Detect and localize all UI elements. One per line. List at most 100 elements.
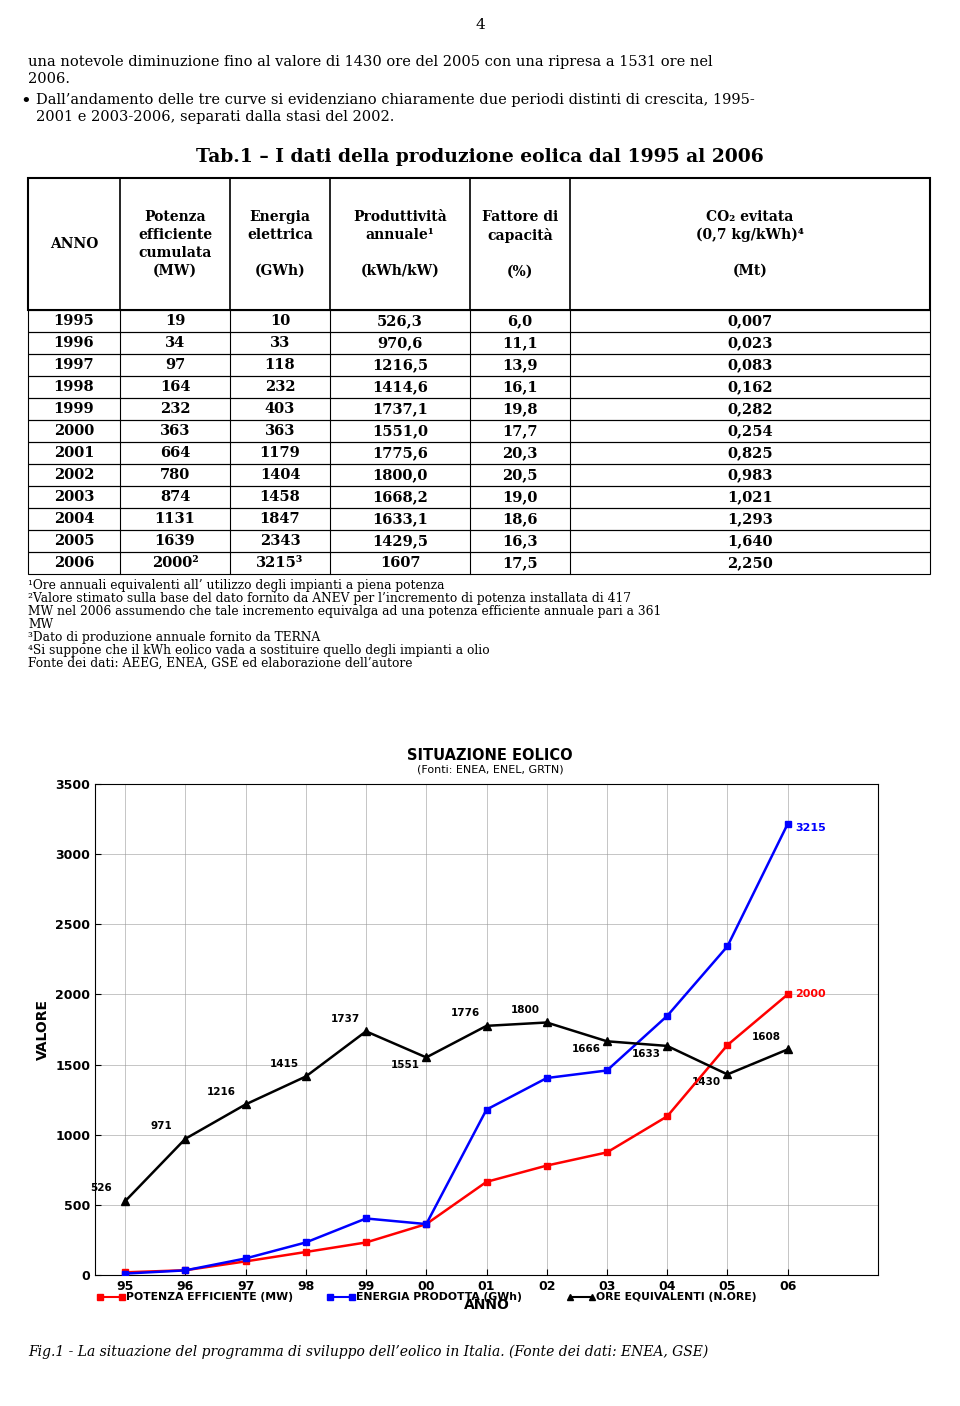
Text: 17,7: 17,7 <box>502 425 538 439</box>
Text: 0,083: 0,083 <box>728 359 773 373</box>
Text: 1800: 1800 <box>511 1005 540 1015</box>
Text: 1668,2: 1668,2 <box>372 491 428 503</box>
Text: 2000: 2000 <box>795 990 826 1000</box>
Text: 1995: 1995 <box>54 314 94 328</box>
Text: 363: 363 <box>159 425 190 439</box>
Text: 1996: 1996 <box>54 336 94 350</box>
Text: 971: 971 <box>151 1121 172 1130</box>
Text: 0,162: 0,162 <box>727 380 773 394</box>
Text: 2002: 2002 <box>54 468 94 482</box>
Text: 6,0: 6,0 <box>508 314 533 328</box>
Text: 874: 874 <box>159 491 190 503</box>
Text: 10: 10 <box>270 314 290 328</box>
Text: ³Dato di produzione annuale fornito da TERNA: ³Dato di produzione annuale fornito da T… <box>28 631 321 644</box>
Text: 0,825: 0,825 <box>727 446 773 460</box>
Text: 1,640: 1,640 <box>728 534 773 548</box>
Text: 33: 33 <box>270 336 290 350</box>
Text: 2006.: 2006. <box>28 72 70 86</box>
Text: 2001 e 2003-2006, separati dalla stasi del 2002.: 2001 e 2003-2006, separati dalla stasi d… <box>36 110 395 124</box>
Text: una notevole diminuzione fino al valore di 1430 ore del 2005 con una ripresa a 1: una notevole diminuzione fino al valore … <box>28 55 712 69</box>
Bar <box>28 332 930 354</box>
Text: 1607: 1607 <box>380 555 420 569</box>
Text: 34: 34 <box>165 336 185 350</box>
Text: 18,6: 18,6 <box>502 512 538 526</box>
Text: 1551: 1551 <box>391 1060 420 1070</box>
Text: 16,3: 16,3 <box>502 534 538 548</box>
Text: 1458: 1458 <box>259 491 300 503</box>
Text: ⁴Si suppone che il kWh eolico vada a sostituire quello degli impianti a olio: ⁴Si suppone che il kWh eolico vada a sos… <box>28 644 490 657</box>
Text: 232: 232 <box>265 380 296 394</box>
Bar <box>28 420 930 441</box>
Text: 0,983: 0,983 <box>728 468 773 482</box>
Text: 3215: 3215 <box>795 823 826 834</box>
Text: 2,250: 2,250 <box>727 555 773 569</box>
Text: 232: 232 <box>159 402 190 416</box>
Text: ²Valore stimato sulla base del dato fornito da ANEV per l’incremento di potenza : ²Valore stimato sulla base del dato forn… <box>28 592 631 605</box>
Text: 1415: 1415 <box>270 1059 300 1069</box>
Text: 1737,1: 1737,1 <box>372 402 428 416</box>
Text: 1179: 1179 <box>259 446 300 460</box>
Text: Potenza
efficiente
cumulata
(MW): Potenza efficiente cumulata (MW) <box>138 211 212 278</box>
Bar <box>28 464 930 486</box>
Text: 1551,0: 1551,0 <box>372 425 428 439</box>
Bar <box>28 486 930 508</box>
Text: 0,007: 0,007 <box>728 314 773 328</box>
Text: 1737: 1737 <box>330 1014 360 1024</box>
Text: 2000²: 2000² <box>152 555 199 569</box>
Text: 16,1: 16,1 <box>502 380 538 394</box>
Text: 363: 363 <box>265 425 295 439</box>
Text: 1,293: 1,293 <box>727 512 773 526</box>
Text: ORE EQUIVALENTI (N.ORE): ORE EQUIVALENTI (N.ORE) <box>596 1292 756 1302</box>
Text: 1429,5: 1429,5 <box>372 534 428 548</box>
Text: Fattore di
capacità

(%): Fattore di capacità (%) <box>482 209 558 278</box>
Text: Dall’andamento delle tre curve si evidenziano chiaramente due periodi distinti d: Dall’andamento delle tre curve si eviden… <box>36 93 755 107</box>
Text: CO₂ evitata
(0,7 kg/kWh)⁴

(Mt): CO₂ evitata (0,7 kg/kWh)⁴ (Mt) <box>696 209 804 278</box>
Text: 20,3: 20,3 <box>502 446 538 460</box>
Text: 164: 164 <box>159 380 190 394</box>
Y-axis label: VALORE: VALORE <box>36 1000 50 1060</box>
Text: ¹Ore annuali equivalenti all’ utilizzo degli impianti a piena potenza: ¹Ore annuali equivalenti all’ utilizzo d… <box>28 579 444 592</box>
Text: 1216,5: 1216,5 <box>372 359 428 373</box>
Text: 1216: 1216 <box>207 1087 236 1097</box>
Text: 780: 780 <box>160 468 190 482</box>
Text: 1998: 1998 <box>54 380 94 394</box>
Text: MW nel 2006 assumendo che tale incremento equivalga ad una potenza efficiente an: MW nel 2006 assumendo che tale increment… <box>28 605 661 619</box>
Text: Fonte dei dati: AEEG, ENEA, GSE ed elaborazione dell’autore: Fonte dei dati: AEEG, ENEA, GSE ed elabo… <box>28 657 413 671</box>
Text: ENERGIA PRODOTTA (GWh): ENERGIA PRODOTTA (GWh) <box>356 1292 522 1302</box>
Text: 1800,0: 1800,0 <box>372 468 428 482</box>
Text: 11,1: 11,1 <box>502 336 538 350</box>
Text: 2003: 2003 <box>54 491 94 503</box>
Text: 0,254: 0,254 <box>727 425 773 439</box>
Text: 17,5: 17,5 <box>502 555 538 569</box>
Text: 1,021: 1,021 <box>727 491 773 503</box>
Text: Energia
elettrica

(GWh): Energia elettrica (GWh) <box>247 211 313 278</box>
Text: 1639: 1639 <box>155 534 195 548</box>
Text: 13,9: 13,9 <box>502 359 538 373</box>
Text: 1775,6: 1775,6 <box>372 446 428 460</box>
Text: 1999: 1999 <box>54 402 94 416</box>
Bar <box>28 309 930 332</box>
Text: 1847: 1847 <box>260 512 300 526</box>
Bar <box>28 508 930 530</box>
X-axis label: ANNO: ANNO <box>464 1298 510 1312</box>
Text: SITUAZIONE EOLICO: SITUAZIONE EOLICO <box>407 748 573 763</box>
Bar <box>28 530 930 553</box>
Bar <box>28 398 930 420</box>
Text: 526,3: 526,3 <box>377 314 422 328</box>
Text: Produttività
annuale¹

(kWh/kW): Produttività annuale¹ (kWh/kW) <box>353 211 446 278</box>
Text: 1633,1: 1633,1 <box>372 512 428 526</box>
Text: MW: MW <box>28 619 53 631</box>
Text: 526: 526 <box>90 1184 112 1194</box>
Text: Tab.1 – I dati della produzione eolica dal 1995 al 2006: Tab.1 – I dati della produzione eolica d… <box>196 148 764 166</box>
Text: 2004: 2004 <box>54 512 94 526</box>
Text: 118: 118 <box>265 359 296 373</box>
Bar <box>28 354 930 375</box>
Text: •: • <box>20 93 31 111</box>
Text: 2006: 2006 <box>54 555 94 569</box>
Text: POTENZA EFFICIENTE (MW): POTENZA EFFICIENTE (MW) <box>126 1292 293 1302</box>
Text: (Fonti: ENEA, ENEL, GRTN): (Fonti: ENEA, ENEL, GRTN) <box>417 763 564 773</box>
Text: 664: 664 <box>159 446 190 460</box>
Text: 0,282: 0,282 <box>727 402 773 416</box>
Text: Fig.1 - La situazione del programma di sviluppo dell’eolico in Italia. (Fonte de: Fig.1 - La situazione del programma di s… <box>28 1346 708 1360</box>
Bar <box>28 441 930 464</box>
